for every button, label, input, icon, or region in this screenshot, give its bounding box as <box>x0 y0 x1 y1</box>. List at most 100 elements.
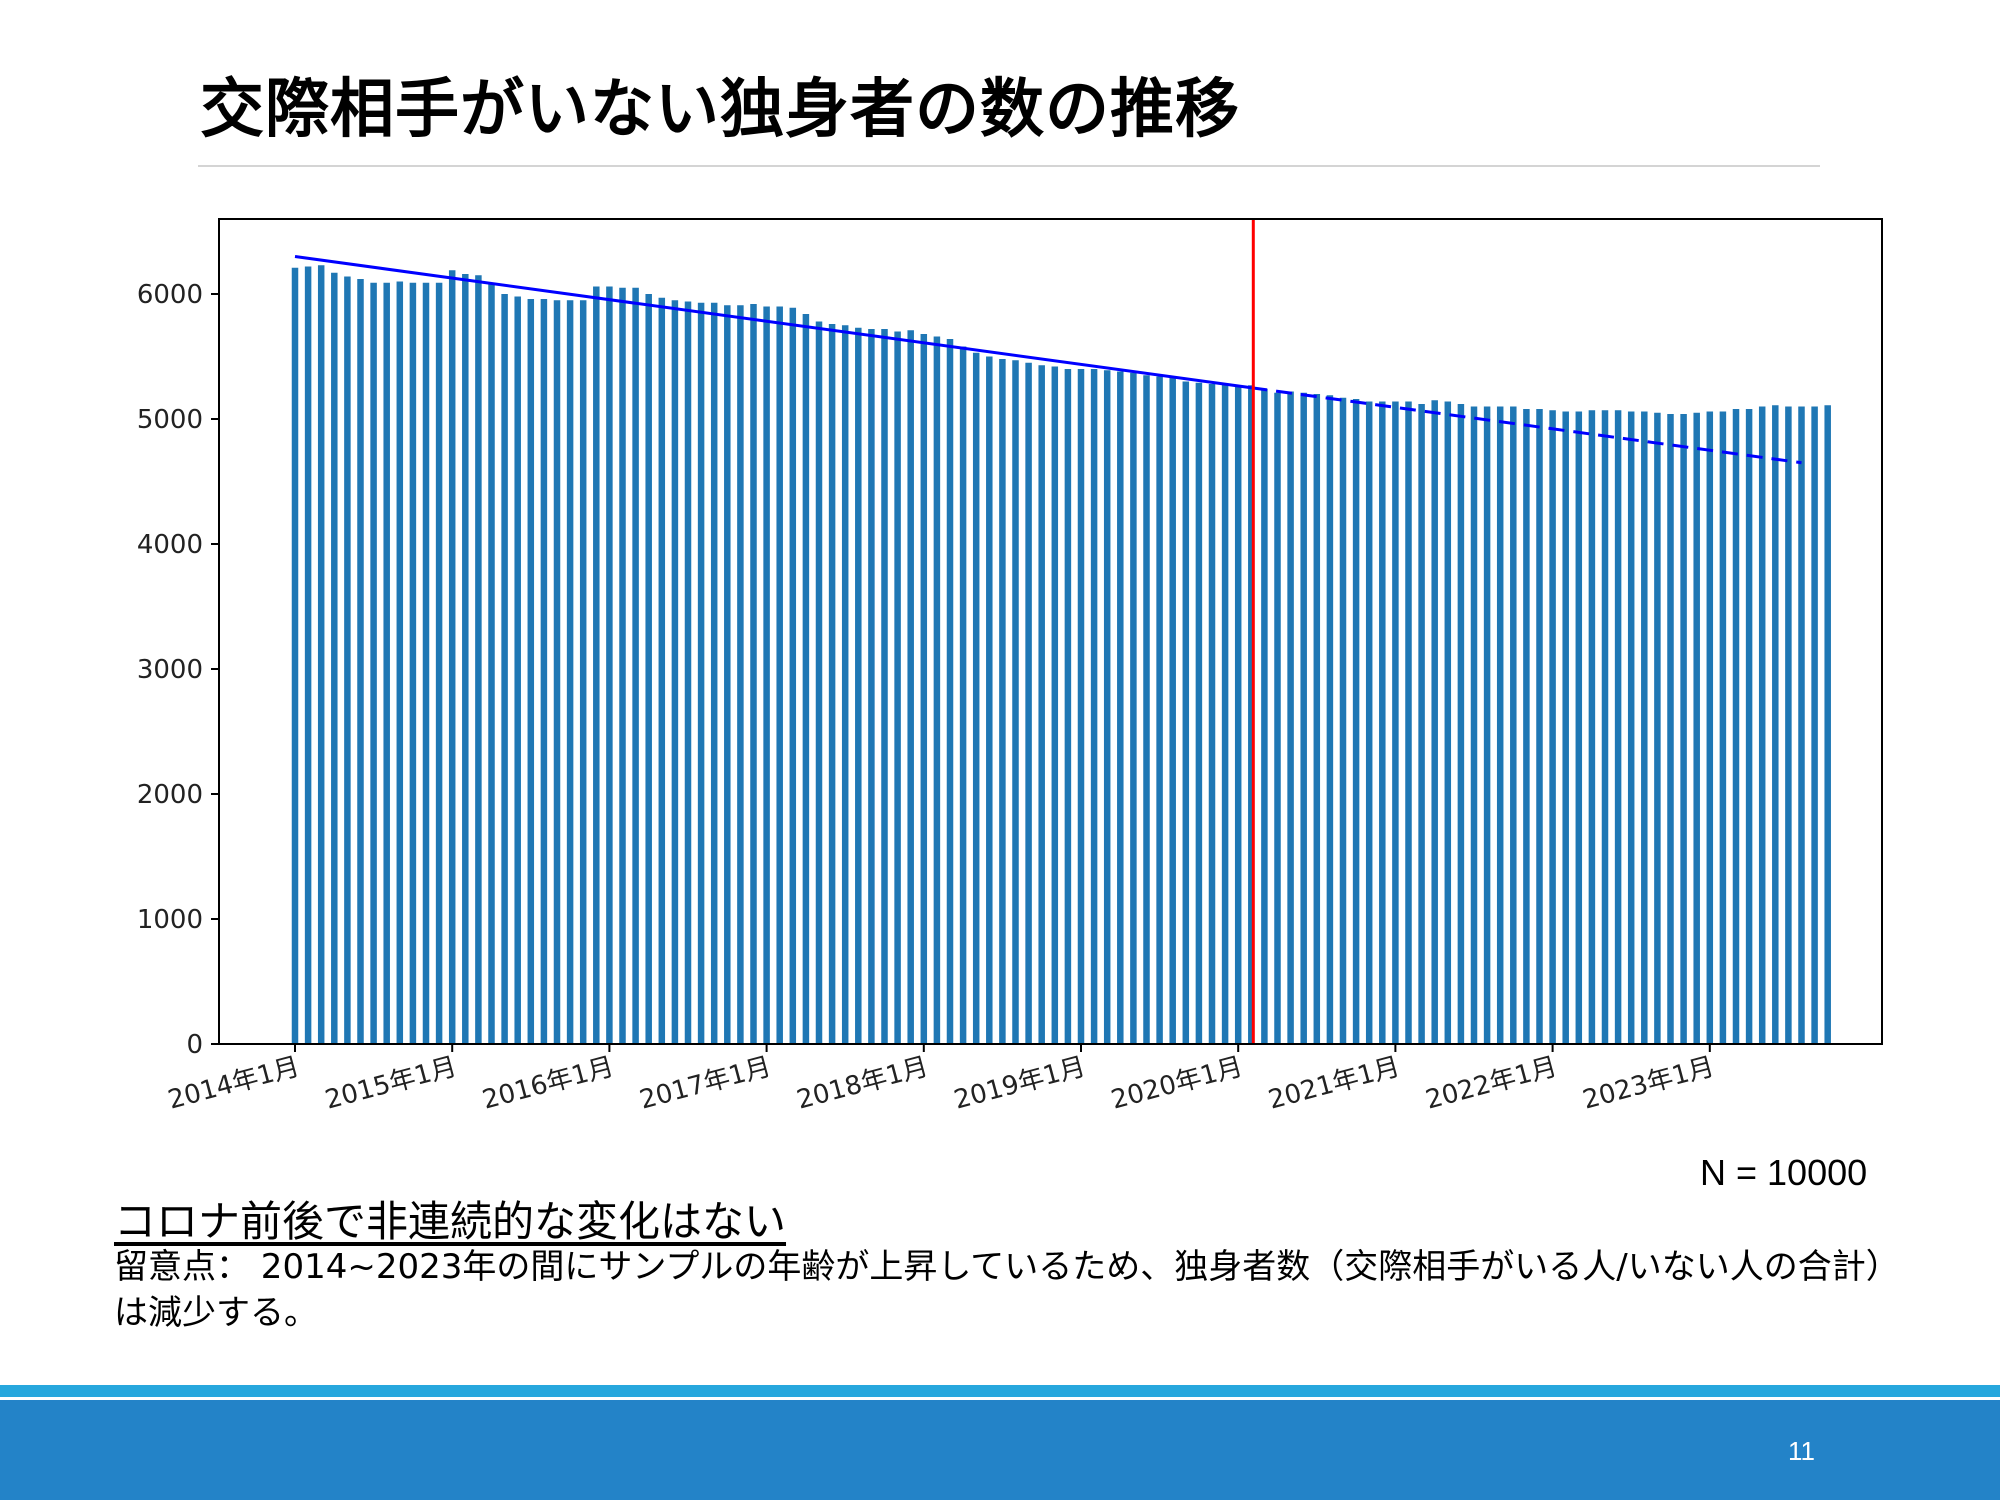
x-tick-label: 2015年1月 <box>322 1052 460 1116</box>
bar <box>710 302 718 1044</box>
plot-frame <box>218 218 1883 1045</box>
bar <box>1785 406 1792 1044</box>
bar <box>475 275 482 1044</box>
bar <box>1130 372 1137 1044</box>
bar <box>632 287 639 1044</box>
bar <box>1457 404 1465 1044</box>
bar <box>1117 371 1124 1044</box>
bar <box>540 299 548 1044</box>
bars-layer <box>291 265 1831 1044</box>
trend-line-dashed <box>1251 386 1802 465</box>
y-tick-label: 3000 <box>137 655 203 685</box>
bar <box>763 306 770 1044</box>
bar <box>566 300 574 1044</box>
bar <box>514 296 521 1044</box>
bar <box>1300 392 1307 1044</box>
bar <box>684 301 692 1044</box>
bar <box>1680 414 1687 1044</box>
bar <box>1274 392 1281 1044</box>
bar <box>1261 389 1268 1044</box>
headline-text: コロナ前後で非連続的な変化はない <box>114 1197 787 1246</box>
bar <box>1195 382 1203 1044</box>
chart-area: 0 1000 2000 3000 4000 5000 6000 2014年1月 2015年1月… <box>137 218 1883 1116</box>
bar <box>1339 397 1347 1044</box>
bar <box>304 266 312 1044</box>
y-tick-label: 1000 <box>137 905 203 935</box>
footer-bar <box>0 1400 2000 1500</box>
bar <box>579 300 587 1044</box>
title-divider <box>198 165 1820 167</box>
x-tick-label: 2023年1月 <box>1580 1052 1718 1116</box>
x-tick-label: 2016年1月 <box>479 1052 617 1116</box>
bar <box>881 329 888 1044</box>
bar <box>1496 406 1504 1044</box>
bar <box>370 282 377 1044</box>
bar <box>697 302 705 1044</box>
bar <box>1693 412 1700 1044</box>
bar <box>645 294 652 1044</box>
footer-accent-band <box>0 1385 2000 1397</box>
bar <box>488 284 495 1044</box>
bar <box>422 282 430 1044</box>
bar <box>1431 400 1438 1044</box>
bar <box>1077 369 1085 1044</box>
bar <box>1588 410 1596 1044</box>
bar <box>1575 411 1583 1044</box>
bar <box>815 321 823 1044</box>
bar <box>291 267 299 1044</box>
bar <box>1562 411 1569 1044</box>
bar <box>1627 411 1635 1044</box>
bar <box>1745 409 1753 1044</box>
bar <box>1169 377 1176 1044</box>
bar <box>907 330 914 1044</box>
bar <box>1654 412 1661 1044</box>
bar <box>933 336 941 1044</box>
x-tick-label: 2018年1月 <box>794 1052 932 1116</box>
y-tick-label: 4000 <box>137 530 203 560</box>
bar <box>1156 376 1163 1044</box>
bar <box>1234 385 1242 1044</box>
bar <box>868 329 875 1044</box>
bar <box>1287 391 1294 1044</box>
x-tick-label: 2020年1月 <box>1108 1052 1246 1116</box>
bar <box>344 276 351 1044</box>
y-tick-label: 6000 <box>137 280 203 310</box>
bar <box>1248 385 1255 1044</box>
trend-line-solid <box>294 255 1252 390</box>
bar <box>802 314 810 1044</box>
bar <box>1614 410 1622 1044</box>
bar <box>1706 411 1714 1044</box>
bar <box>959 346 967 1044</box>
bar <box>658 297 666 1044</box>
bar <box>855 327 862 1044</box>
bar <box>1379 401 1386 1044</box>
bar <box>331 272 338 1044</box>
bar <box>1641 411 1648 1044</box>
bar <box>1549 410 1556 1044</box>
bar <box>724 305 731 1044</box>
bar <box>1313 394 1321 1044</box>
bar <box>750 304 757 1044</box>
y-tick-label: 0 <box>186 1030 203 1060</box>
bar <box>1824 405 1831 1044</box>
note-text: 留意点： 2014~2023年の間にサンプルの年齢が上昇しているため、独身者数（… <box>114 1247 1900 1333</box>
bar <box>1012 360 1019 1044</box>
bar <box>1758 406 1766 1044</box>
bar <box>1470 406 1478 1044</box>
bar <box>1221 384 1229 1044</box>
bar <box>1418 404 1425 1044</box>
page-number: 11 <box>1788 1436 1815 1466</box>
bar <box>828 324 836 1044</box>
bar <box>357 279 364 1044</box>
bar <box>383 282 390 1044</box>
bar <box>409 282 417 1044</box>
y-tick-label: 2000 <box>137 780 203 810</box>
trend-layer <box>294 219 1802 1044</box>
bar <box>1326 395 1334 1044</box>
bar <box>1352 399 1360 1044</box>
x-tick-label: 2022年1月 <box>1423 1052 1561 1116</box>
bar <box>1667 414 1674 1044</box>
bar <box>606 286 613 1044</box>
bar <box>1444 401 1452 1044</box>
bar <box>593 286 600 1044</box>
